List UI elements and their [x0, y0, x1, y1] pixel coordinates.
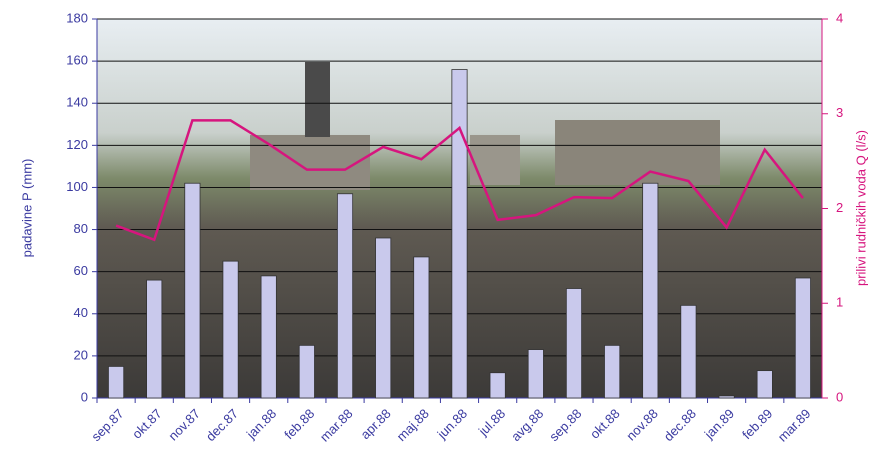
y-tick-label: 140 — [66, 95, 88, 110]
y-tick-label: 20 — [74, 347, 88, 362]
y-tick-label: 80 — [74, 221, 88, 236]
bar — [146, 279, 163, 399]
bar — [413, 256, 430, 399]
bar — [336, 193, 354, 399]
bar — [756, 370, 773, 399]
bar — [375, 237, 392, 399]
bar — [222, 260, 239, 399]
x-tick-label: avg.88 — [508, 406, 546, 444]
y2-tick-label: 0 — [836, 389, 843, 404]
bar — [489, 372, 506, 399]
y-tick-label: 120 — [66, 137, 88, 152]
bar — [680, 304, 697, 399]
x-tick-label: mar.89 — [775, 406, 814, 445]
y-tick-label: 60 — [74, 263, 88, 278]
bar — [298, 344, 315, 399]
bar — [451, 69, 468, 399]
line — [115, 119, 804, 242]
bar — [565, 288, 583, 399]
x-tick-label: maj.88 — [394, 406, 432, 444]
y-tick-label: 160 — [66, 53, 88, 68]
x-tick-label: apr.88 — [358, 406, 394, 442]
bar — [260, 275, 277, 399]
x-tick-label: sep.88 — [546, 406, 584, 444]
x-tick-label: feb.89 — [739, 406, 775, 442]
y2-tick-label: 4 — [836, 10, 843, 25]
x-tick-label: sep.87 — [88, 406, 126, 444]
x-tick-label: mar.88 — [317, 406, 356, 445]
y-axis-title: padavine P (mm) — [19, 159, 34, 258]
bar — [604, 344, 621, 399]
bar — [794, 277, 811, 399]
y2-tick-label: 1 — [836, 295, 843, 310]
x-tick-label: dec.87 — [203, 406, 241, 444]
x-tick-label: jan.88 — [243, 406, 279, 442]
building — [555, 120, 720, 185]
x-tick-label: jul.88 — [475, 406, 508, 439]
y2-tick-label: 3 — [836, 105, 843, 120]
bar — [108, 366, 125, 399]
bar — [642, 182, 659, 399]
y-tick-label: 100 — [66, 179, 88, 194]
bar — [718, 395, 735, 399]
x-tick-label: nov.88 — [623, 406, 661, 444]
y2-tick-label: 2 — [836, 200, 843, 215]
x-tick-label: nov.87 — [165, 406, 203, 444]
building — [470, 135, 520, 185]
x-tick-label: dec.88 — [661, 406, 699, 444]
y-tick-label: 0 — [81, 389, 88, 404]
x-tick-label: feb.88 — [281, 406, 317, 442]
y-tick-label: 180 — [66, 10, 88, 25]
y-tick-label: 40 — [74, 305, 88, 320]
x-tick-label: okt.88 — [587, 406, 623, 442]
x-tick-label: jan.89 — [701, 406, 737, 442]
headframe — [305, 62, 330, 137]
bar — [184, 182, 201, 399]
x-tick-label: okt.87 — [129, 406, 165, 442]
x-tick-label: jun.88 — [434, 406, 470, 442]
bar — [527, 349, 544, 399]
y2-axis-title: prilivi rudničkih voda Q (l/s) — [853, 130, 868, 286]
